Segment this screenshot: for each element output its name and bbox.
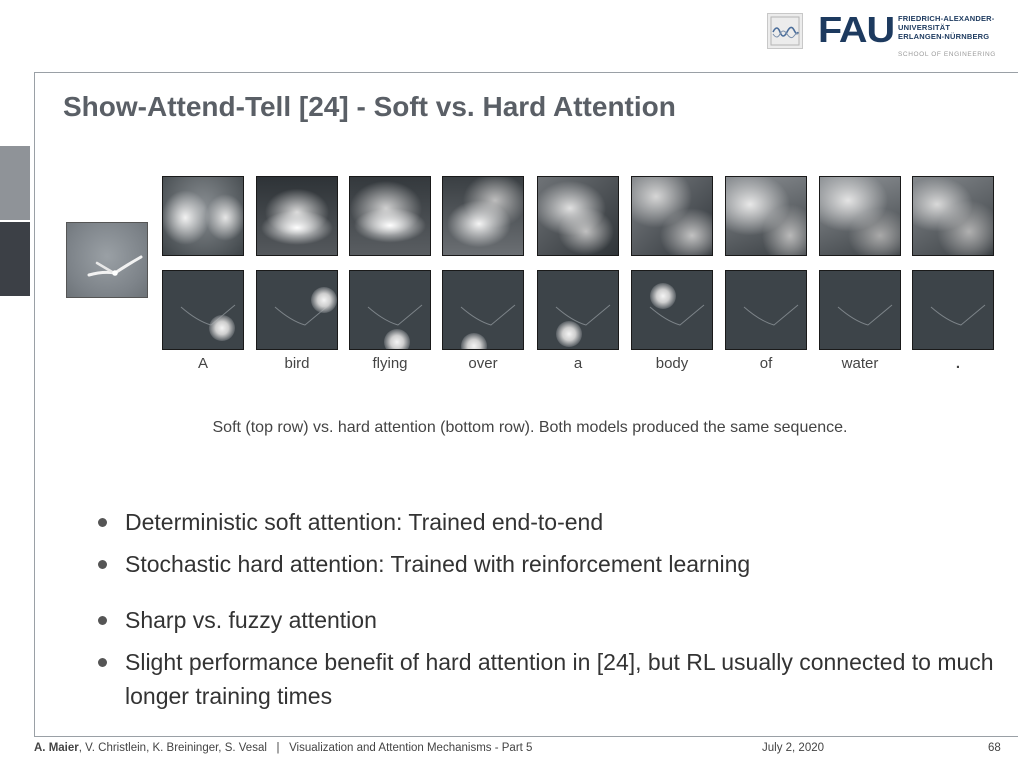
- caption-word: a: [573, 355, 583, 372]
- hard-attention-map: [537, 270, 619, 350]
- hard-attention-map: [162, 270, 244, 350]
- bullet-dot-icon: [98, 658, 107, 667]
- side-accent-bar-dark: [0, 222, 30, 296]
- slide-frame: [34, 72, 1018, 737]
- bullet-text: Stochastic hard attention: Trained with …: [125, 551, 751, 577]
- bullet-text: Deterministic soft attention: Trained en…: [125, 509, 604, 535]
- slide-title: Show-Attend-Tell [24] - Soft vs. Hard At…: [63, 91, 676, 122]
- bullet-text: Slight performance benefit of hard atten…: [125, 649, 994, 709]
- caption-word: flying: [372, 355, 408, 372]
- bullet-item: Stochastic hard attention: Trained with …: [98, 547, 750, 581]
- university-line: ERLANGEN-NÜRNBERG: [898, 32, 990, 41]
- fau-logo-text: FAU: [818, 12, 894, 46]
- footer-lecture-title: Visualization and Attention Mechanisms -…: [289, 742, 533, 754]
- soft-attention-map: [349, 176, 431, 256]
- caption-word: bird: [284, 355, 310, 372]
- soft-attention-map: [256, 176, 338, 256]
- soft-attention-map: [162, 176, 244, 256]
- bullet-dot-icon: [98, 518, 107, 527]
- hard-attention-map: [631, 270, 713, 350]
- soft-attention-map: [537, 176, 619, 256]
- source-image-bird: [66, 222, 148, 298]
- bullet-text: Sharp vs. fuzzy attention: [125, 607, 377, 633]
- caption-word: over: [468, 355, 498, 372]
- side-accent-bar-light: [0, 146, 30, 220]
- bullet-item: Deterministic soft attention: Trained en…: [98, 505, 603, 539]
- footer-credits: A. Maier, V. Christlein, K. Breininger, …: [34, 742, 532, 754]
- hard-attention-map: [912, 270, 994, 350]
- university-line: FRIEDRICH-ALEXANDER-: [898, 14, 995, 23]
- hard-attention-map: [349, 270, 431, 350]
- page-number: 68: [988, 742, 1001, 754]
- hard-attention-map: [256, 270, 338, 350]
- footer-authors: , V. Christlein, K. Breininger, S. Vesal: [78, 742, 267, 754]
- bullet-item: Sharp vs. fuzzy attention: [98, 603, 377, 637]
- university-name: FRIEDRICH-ALEXANDER- UNIVERSITÄT ERLANGE…: [898, 14, 995, 41]
- university-line: UNIVERSITÄT: [898, 23, 951, 32]
- caption-word: A: [197, 355, 208, 372]
- soft-attention-map: [631, 176, 713, 256]
- hard-attention-map: [725, 270, 807, 350]
- soft-attention-map: [912, 176, 994, 256]
- hard-attention-map: [819, 270, 901, 350]
- soft-attention-map: [725, 176, 807, 256]
- caption-word: water: [841, 355, 879, 372]
- bullet-dot-icon: [98, 560, 107, 569]
- caption-word: body: [655, 355, 689, 372]
- caption-word: of: [759, 355, 773, 372]
- figure-caption: Soft (top row) vs. hard attention (botto…: [212, 419, 848, 436]
- footer-date: July 2, 2020: [762, 742, 825, 754]
- caption-word: .: [955, 355, 961, 372]
- hard-attention-map: [442, 270, 524, 350]
- wave-logo-icon: [767, 13, 803, 49]
- fau-logo: FAU: [818, 9, 898, 50]
- soft-attention-map: [819, 176, 901, 256]
- footer-separator: |: [276, 742, 280, 754]
- bullet-item: Slight performance benefit of hard atten…: [98, 645, 1005, 713]
- soft-attention-map: [442, 176, 524, 256]
- school-name: SCHOOL OF ENGINEERING: [898, 51, 996, 58]
- bullet-dot-icon: [98, 616, 107, 625]
- footer-author-main: A. Maier: [34, 742, 79, 754]
